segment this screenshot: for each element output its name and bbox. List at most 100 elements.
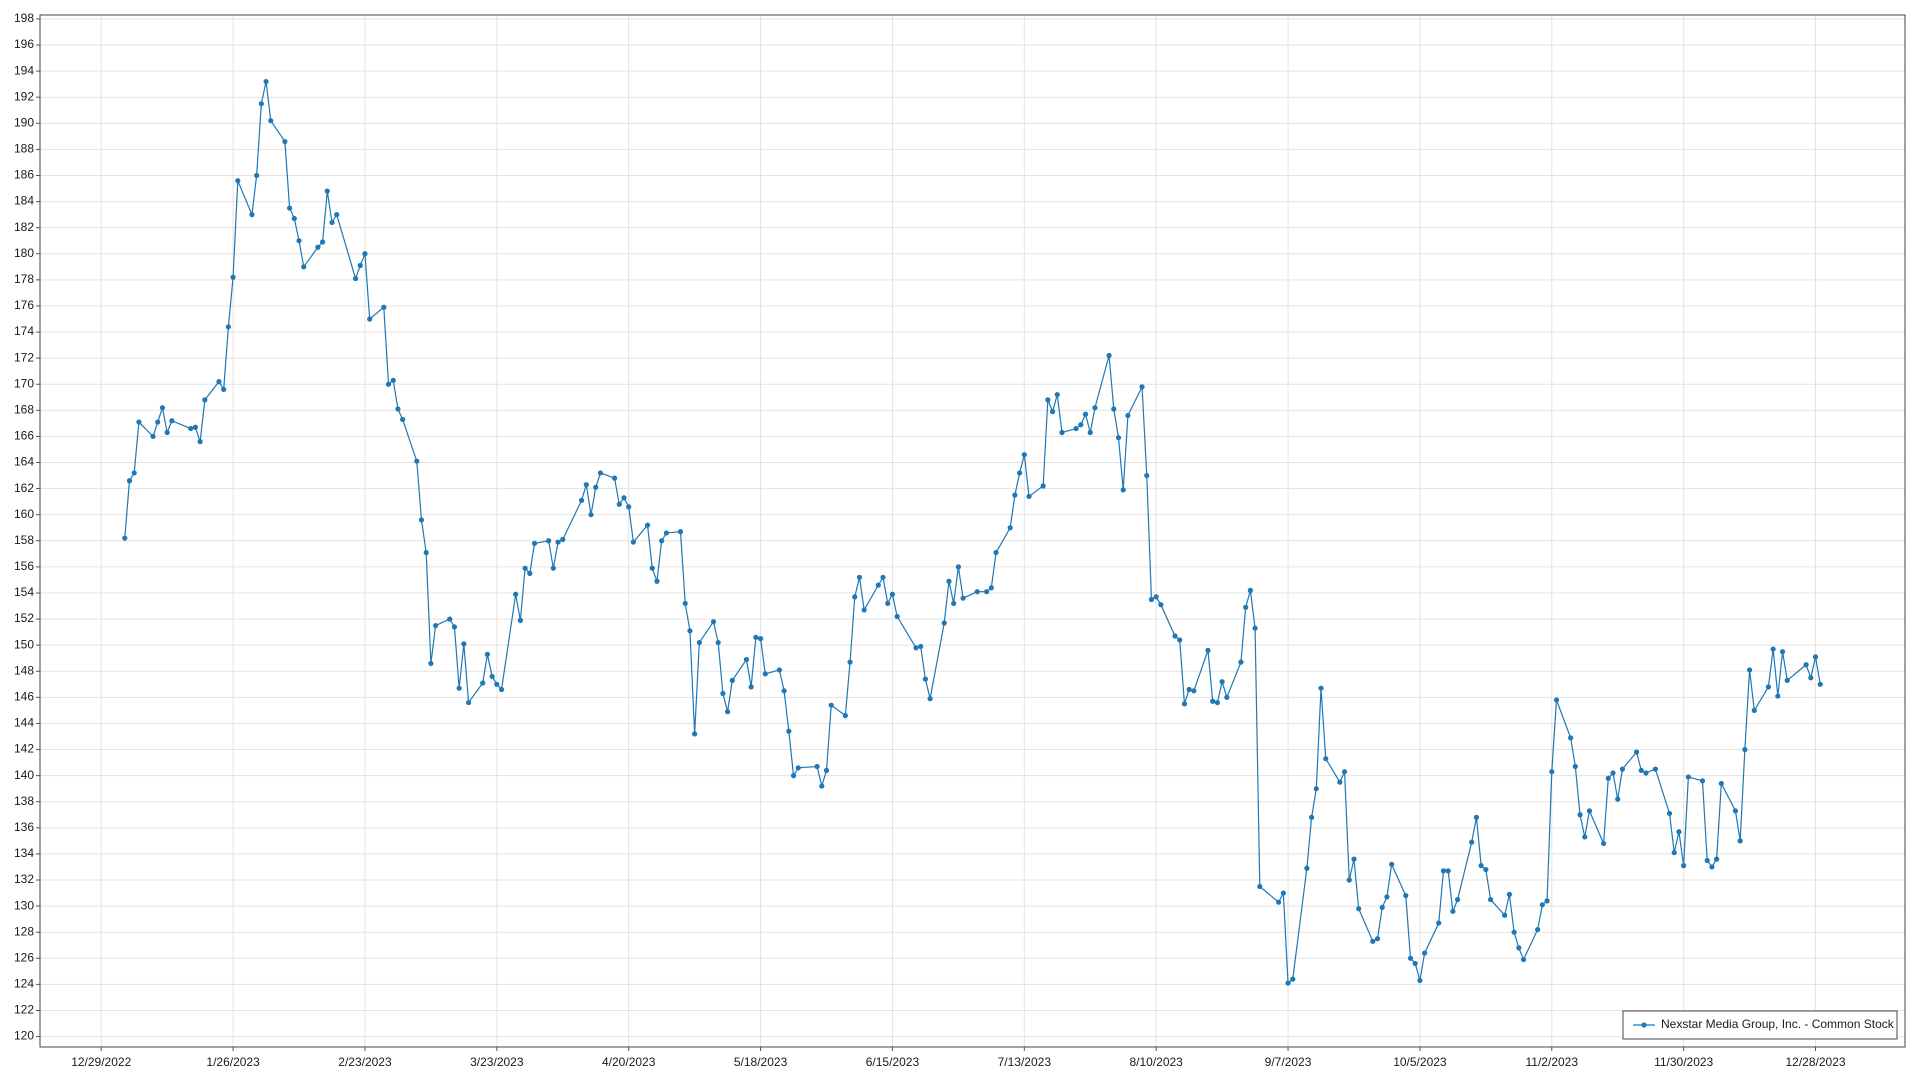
y-tick-label: 154 <box>14 585 34 599</box>
data-point <box>1586 808 1593 814</box>
data-point <box>885 600 891 607</box>
data-point <box>451 624 458 630</box>
data-point <box>362 251 368 257</box>
data-point <box>687 628 693 634</box>
data-point <box>1186 686 1192 693</box>
data-point <box>1808 675 1814 681</box>
data-point <box>513 591 519 597</box>
data-point <box>1323 756 1329 762</box>
x-tick-label: 2/23/2023 <box>338 1055 392 1069</box>
data-point <box>1615 796 1621 802</box>
data-point <box>1257 883 1263 890</box>
data-point <box>1007 525 1013 531</box>
y-tick-label: 176 <box>14 298 34 312</box>
y-tick-label: 186 <box>14 168 34 182</box>
data-point <box>786 728 792 734</box>
y-tick-label: 158 <box>14 533 34 547</box>
y-tick-label: 136 <box>14 820 34 834</box>
data-point <box>1026 493 1032 500</box>
data-point <box>1704 857 1710 864</box>
x-tick-label: 5/18/2023 <box>734 1055 788 1069</box>
data-point <box>126 478 133 484</box>
data-point <box>1582 834 1588 840</box>
data-point <box>400 416 406 423</box>
data-point <box>1685 774 1691 780</box>
data-point <box>1205 647 1211 653</box>
y-tick-label: 152 <box>14 611 34 625</box>
data-point <box>1087 429 1093 436</box>
data-point <box>1247 587 1253 593</box>
data-point <box>649 565 655 571</box>
data-point <box>1177 637 1183 643</box>
x-tick-label: 9/7/2023 <box>1265 1055 1312 1069</box>
data-point <box>1699 778 1706 784</box>
data-point <box>1445 868 1451 874</box>
data-point <box>221 386 227 393</box>
data-point <box>235 178 241 184</box>
data-point <box>1153 594 1159 600</box>
y-tick-label: 124 <box>14 977 34 991</box>
data-point <box>984 589 990 595</box>
data-point <box>447 616 453 622</box>
data-point <box>894 613 900 620</box>
x-tick-label: 4/20/2023 <box>602 1055 656 1069</box>
data-point <box>762 671 768 677</box>
data-point <box>546 538 552 544</box>
data-point <box>1450 908 1456 914</box>
data-point <box>254 172 260 179</box>
data-point <box>1812 654 1819 660</box>
data-point <box>315 244 321 250</box>
data-point <box>1671 850 1677 856</box>
data-point <box>301 264 307 270</box>
data-point <box>1539 902 1545 908</box>
data-point <box>951 600 957 607</box>
data-point <box>1469 839 1475 845</box>
data-point <box>489 673 495 680</box>
data-point <box>197 439 203 445</box>
data-point <box>621 495 627 501</box>
data-point <box>414 458 420 464</box>
data-point <box>1346 877 1352 883</box>
data-point <box>1436 920 1442 926</box>
y-tick-label: 120 <box>14 1029 34 1043</box>
data-point <box>1520 956 1527 963</box>
data-point <box>1059 429 1065 436</box>
y-tick-label: 162 <box>14 481 34 495</box>
data-point <box>1483 866 1489 873</box>
legend: Nexstar Media Group, Inc. - Common Stock <box>1622 1010 1898 1040</box>
plot-border <box>39 14 1906 1048</box>
data-point <box>1770 646 1776 652</box>
data-point <box>1318 685 1324 691</box>
data-point <box>155 419 161 425</box>
data-point <box>1078 422 1084 428</box>
data-point <box>1106 352 1112 359</box>
data-point <box>352 275 359 282</box>
data-point <box>1803 662 1809 668</box>
data-point <box>1572 763 1578 770</box>
y-tick-label: 164 <box>14 455 34 469</box>
data-point <box>1765 684 1772 690</box>
data-point <box>1073 425 1079 432</box>
data-point <box>611 475 618 481</box>
data-point <box>1568 735 1574 741</box>
data-point <box>1553 697 1560 703</box>
data-point <box>334 212 340 218</box>
y-tick-label: 134 <box>14 846 34 860</box>
data-point <box>527 570 533 577</box>
y-tick-label: 172 <box>14 350 34 364</box>
data-point <box>960 595 966 601</box>
data-point <box>1082 411 1089 417</box>
x-tick-label: 10/5/2023 <box>1393 1055 1447 1069</box>
data-point <box>729 677 735 683</box>
x-tick-label: 7/13/2023 <box>998 1055 1052 1069</box>
data-point <box>682 600 688 607</box>
data-point <box>720 690 726 697</box>
data-point <box>1384 894 1390 900</box>
data-point <box>1370 938 1376 944</box>
data-point <box>654 578 660 584</box>
legend-marker <box>1641 1022 1647 1028</box>
data-point <box>1516 945 1522 951</box>
y-tick-label: 170 <box>14 376 34 390</box>
data-point <box>692 731 698 737</box>
